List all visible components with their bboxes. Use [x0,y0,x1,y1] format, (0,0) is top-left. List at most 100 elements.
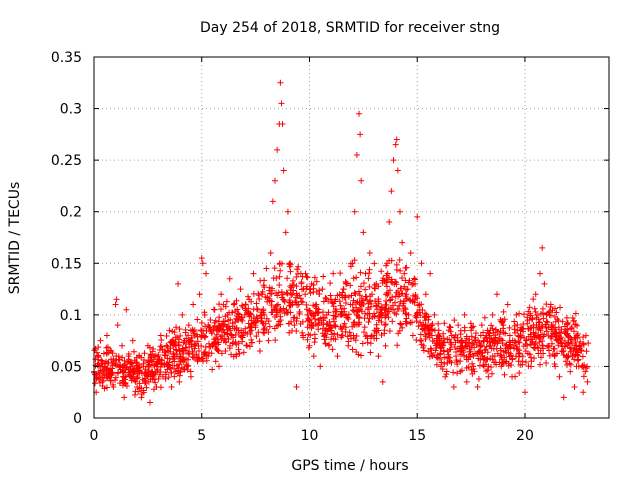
data-point [517,327,524,334]
data-point [362,286,369,293]
data-point [144,342,151,349]
data-point [469,370,476,377]
y-tick-label: 0 [73,411,82,427]
data-point [163,342,170,349]
data-point [208,350,215,357]
data-point [362,270,369,277]
data-point [486,335,493,342]
data-point [212,358,219,365]
data-point [218,291,225,298]
data-point [166,355,173,362]
data-point [552,318,559,325]
data-point [468,327,475,334]
data-point [561,329,568,336]
data-point [388,278,395,285]
data-point [181,337,188,344]
data-point [580,373,587,380]
data-point [488,322,495,329]
y-tick-label: 0.05 [51,359,82,375]
data-point [526,351,533,358]
data-point [463,378,470,385]
data-point [293,317,300,324]
data-point [177,332,184,339]
data-point [258,318,265,325]
data-point [173,351,180,358]
data-point [575,363,582,370]
data-point [326,319,333,326]
data-point [417,337,424,344]
data-point [366,298,373,305]
data-point [306,286,313,293]
data-point [222,347,229,354]
data-point [416,309,423,316]
data-point [481,347,488,354]
data-point [306,307,313,314]
data-point [295,263,302,270]
data-point [312,301,319,308]
data-point [190,328,197,335]
data-point [454,345,461,352]
data-point [131,391,138,398]
data-point [248,320,255,327]
data-point [175,365,182,372]
data-point [261,284,268,291]
data-point [551,305,558,312]
data-point [543,328,550,335]
data-point [322,294,329,301]
data-point [343,280,350,287]
data-point [336,291,343,298]
data-point [157,332,164,339]
data-point [143,384,150,391]
data-point [538,354,545,361]
data-point [325,342,332,349]
data-point [390,157,397,164]
data-point [411,275,418,282]
data-point [311,274,318,281]
data-point [237,286,244,293]
data-point [304,318,311,325]
data-point [373,325,380,332]
data-point [469,360,476,367]
data-point [235,310,242,317]
data-point [214,347,221,354]
data-point [263,265,270,272]
data-point [93,349,100,356]
data-point [368,291,375,298]
data-point [356,321,363,328]
data-point [238,302,245,309]
data-point [379,304,386,311]
data-point [310,353,317,360]
x-tick-label: 15 [408,428,426,444]
data-point [303,273,310,280]
data-point [397,267,404,274]
data-point [334,353,341,360]
data-point [176,339,183,346]
data-point [243,342,250,349]
data-point [327,325,334,332]
data-point [472,350,479,357]
data-point [257,277,264,284]
data-point [572,310,579,317]
data-point [302,291,309,298]
data-point [266,287,273,294]
data-point [182,326,189,333]
data-point [112,301,119,308]
data-point [543,360,550,367]
data-point [340,286,347,293]
data-point [157,364,164,371]
data-point [476,362,483,369]
data-point [141,357,148,364]
data-point [435,320,442,327]
data-point [350,332,357,339]
data-point [585,340,592,347]
data-point [268,309,275,316]
data-point [116,356,123,363]
data-point [290,314,297,321]
data-point [238,314,245,321]
data-point [429,326,436,333]
data-point [322,340,329,347]
data-point [364,306,371,313]
data-point [379,378,386,385]
data-point [114,370,121,377]
data-point [287,283,294,290]
